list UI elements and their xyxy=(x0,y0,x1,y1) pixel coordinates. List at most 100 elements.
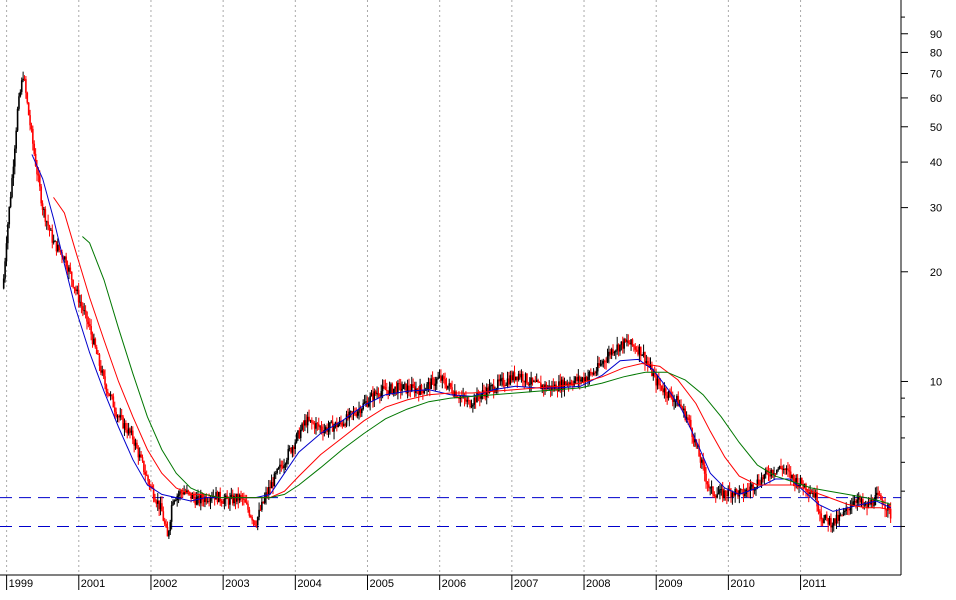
candle xyxy=(587,369,589,387)
candle xyxy=(255,520,258,528)
candle xyxy=(100,360,102,376)
candle xyxy=(470,399,473,409)
vertical-gridlines xyxy=(6,0,802,575)
candle xyxy=(111,393,113,400)
candle xyxy=(324,425,327,434)
candle xyxy=(762,474,764,483)
candle xyxy=(54,239,56,243)
candle xyxy=(426,382,428,396)
candle xyxy=(258,502,260,521)
candle xyxy=(857,492,860,506)
candle xyxy=(556,387,559,398)
candle xyxy=(420,383,423,395)
candle xyxy=(517,370,520,382)
candle xyxy=(877,486,879,499)
candle xyxy=(709,486,711,496)
candle xyxy=(538,381,541,383)
candle xyxy=(612,344,614,356)
candle xyxy=(137,445,140,465)
candle xyxy=(4,257,6,283)
candle xyxy=(102,368,105,380)
candle xyxy=(601,359,603,367)
moving-average-line-2 xyxy=(53,197,891,511)
candle xyxy=(55,241,58,256)
candle xyxy=(76,285,79,295)
candle xyxy=(513,365,516,384)
candle xyxy=(252,519,255,527)
candle xyxy=(631,338,634,347)
candle xyxy=(437,371,439,380)
x-tick-label-2011: 2011 xyxy=(803,578,827,590)
candle xyxy=(615,349,617,360)
candle xyxy=(302,420,305,432)
candle xyxy=(813,487,816,499)
candle xyxy=(198,493,201,507)
candle xyxy=(363,394,366,405)
candle xyxy=(361,407,363,417)
candle xyxy=(373,388,376,408)
x-tick-label-2007: 2007 xyxy=(514,578,538,590)
candle xyxy=(801,477,803,486)
candle xyxy=(41,200,44,216)
candle xyxy=(878,490,881,497)
candle xyxy=(136,439,138,449)
candle xyxy=(80,294,83,314)
candle xyxy=(773,466,775,481)
candle xyxy=(40,183,42,207)
candle xyxy=(731,490,734,505)
candle xyxy=(798,484,800,494)
candle xyxy=(837,510,839,524)
candle xyxy=(637,345,639,357)
candle xyxy=(633,344,635,352)
candle xyxy=(95,344,98,355)
candle xyxy=(445,377,448,391)
candle xyxy=(5,236,8,267)
candle xyxy=(583,372,585,385)
candle xyxy=(68,264,70,280)
candle xyxy=(159,496,162,516)
candle xyxy=(272,477,274,495)
candle xyxy=(608,345,610,364)
candle xyxy=(22,71,24,83)
candle xyxy=(44,206,47,227)
candle xyxy=(12,159,15,186)
candle xyxy=(848,508,850,516)
candle xyxy=(410,376,413,393)
candle xyxy=(716,487,718,499)
candle xyxy=(370,389,373,397)
candle xyxy=(726,490,728,505)
candle xyxy=(821,517,824,527)
candle xyxy=(175,497,177,502)
candle xyxy=(317,417,320,430)
candle xyxy=(841,514,843,517)
candle xyxy=(70,271,73,287)
candle xyxy=(824,514,827,521)
candle xyxy=(129,427,131,439)
candle xyxy=(621,336,624,354)
candle xyxy=(48,224,51,237)
candle xyxy=(256,516,259,531)
candle xyxy=(619,344,621,356)
candle xyxy=(785,465,788,475)
candle xyxy=(299,424,302,442)
candle xyxy=(594,370,596,377)
candle xyxy=(413,381,416,398)
candle xyxy=(309,419,312,423)
candle xyxy=(84,305,87,319)
candle xyxy=(584,372,587,389)
candle xyxy=(853,495,856,506)
candle xyxy=(294,439,296,455)
candle xyxy=(98,352,101,372)
candle xyxy=(763,473,766,485)
candle xyxy=(356,410,359,419)
candle xyxy=(767,465,770,482)
candle xyxy=(397,380,399,400)
candle xyxy=(658,372,660,390)
candle xyxy=(573,375,575,388)
x-tick-label-1999: 1999 xyxy=(9,578,33,590)
candle xyxy=(820,505,823,527)
candle xyxy=(501,372,503,387)
candle xyxy=(528,377,531,393)
candle xyxy=(634,343,637,354)
